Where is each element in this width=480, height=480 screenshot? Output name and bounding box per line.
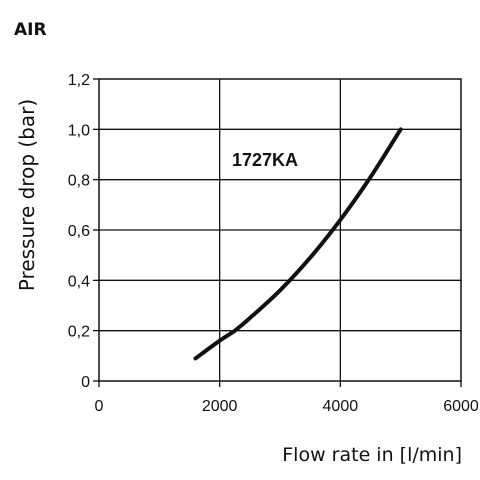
y-tick-label: 1,0	[68, 122, 90, 139]
curve-annotation: 1727KA	[232, 150, 298, 170]
series	[193, 127, 403, 361]
y-tick-label: 0,2	[68, 324, 90, 341]
y-tick-label: 0,4	[68, 273, 90, 290]
y-tick-label: 1,2	[68, 72, 90, 89]
y-tick-label: 0,8	[68, 173, 90, 190]
axes	[93, 78, 462, 387]
x-tick-label: 2000	[202, 398, 238, 415]
x-axis-label: Flow rate in [l/min]	[282, 444, 462, 466]
grid	[99, 79, 461, 381]
x-tick-label: 0	[95, 398, 104, 415]
chart-title: AIR	[14, 20, 47, 40]
x-tick-label: 4000	[323, 398, 359, 415]
y-tick-label: 0	[81, 374, 90, 391]
tick-labels: 0 0,2 0,4 0,6 0,8 1,0 1,2 0 2000 4000 6000	[68, 72, 479, 415]
y-axis-label: Pressure drop (bar)	[15, 99, 39, 291]
series-line	[193, 127, 403, 361]
x-tick-label: 6000	[443, 398, 479, 415]
y-tick-label: 0,6	[68, 223, 90, 240]
